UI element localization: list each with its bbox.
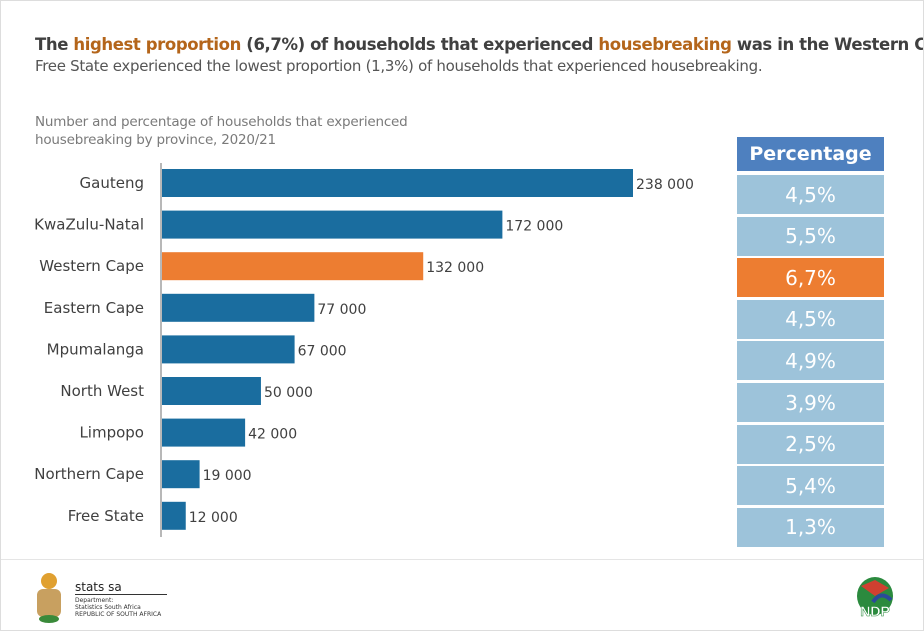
bar-kwazulu-natal <box>162 210 503 239</box>
footer-divider <box>1 559 923 560</box>
logo-line-2: Statistics South Africa <box>75 604 141 611</box>
percentage-cell: 3,9% <box>737 383 884 422</box>
logo-name: stats sa <box>75 580 122 594</box>
percentage-cell: 6,7% <box>737 258 884 298</box>
category-label: North West <box>60 382 144 400</box>
category-label: Northern Cape <box>34 465 144 483</box>
logo-lines: Department: Statistics South Africa REPUBL… <box>75 597 161 618</box>
svg-text:NDP: NDP <box>860 603 890 619</box>
subheadline: Free State experienced the lowest propor… <box>35 57 763 75</box>
value-label: 50 000 <box>264 385 313 401</box>
table-header: Percentage <box>737 137 884 171</box>
value-label: 172 000 <box>505 219 563 235</box>
percentage-cell: 4,5% <box>737 175 884 214</box>
headline-highlight: highest proportion <box>73 35 241 54</box>
percentage-cell: 2,5% <box>737 424 884 464</box>
bar-north-west <box>162 377 261 405</box>
coat-of-arms-logo <box>37 573 61 623</box>
bar-mpumalanga <box>162 335 295 364</box>
bar-gauteng <box>162 169 633 197</box>
percentage-cell: 5,4% <box>737 466 884 506</box>
category-label: Gauteng <box>80 174 144 192</box>
category-label: Western Cape <box>39 257 144 275</box>
value-label: 67 000 <box>298 343 347 359</box>
value-label: 42 000 <box>248 427 297 443</box>
chart-title: Number and percentage of households that… <box>35 114 408 148</box>
category-label: Limpopo <box>79 424 144 442</box>
headline: The highest proportion (6,7%) of househo… <box>35 35 923 54</box>
value-label: 238 000 <box>636 177 694 193</box>
bar-eastern-cape <box>162 293 315 322</box>
value-label: 77 000 <box>317 302 366 318</box>
ndp-logo: NDP <box>857 577 893 619</box>
headline-text: was in the Western Cape. <box>736 35 923 54</box>
logo-divider <box>75 594 167 595</box>
bar-chart: Gauteng 238 000 KwaZulu-Natal 172 000 Wester… <box>34 163 694 537</box>
bar-western-cape <box>162 252 424 281</box>
percentage-cell: 1,3% <box>737 507 884 547</box>
value-label: 12 000 <box>189 510 238 526</box>
category-label: KwaZulu-Natal <box>34 216 144 234</box>
headline-text: The <box>35 35 74 54</box>
logo-line-3: REPUBLIC OF SOUTH AFRICA <box>75 611 162 618</box>
percentage-cell: 4,9% <box>737 341 884 381</box>
category-label: Mpumalanga <box>47 340 144 358</box>
value-label: 19 000 <box>203 468 252 484</box>
bar-free-state <box>162 501 186 530</box>
headline-highlight: housebreaking <box>598 35 732 54</box>
bar-limpopo <box>162 418 246 447</box>
category-label: Free State <box>68 507 144 525</box>
logo-line-1: Department: <box>75 597 114 604</box>
percentage-cell: 4,5% <box>737 299 884 339</box>
headline-text: (6,7%) of households that experienced <box>240 35 599 54</box>
bar-northern-cape <box>162 460 200 489</box>
value-label: 132 000 <box>426 260 484 276</box>
category-label: Eastern Cape <box>44 299 144 317</box>
percentage-cell: 5,5% <box>737 216 884 256</box>
